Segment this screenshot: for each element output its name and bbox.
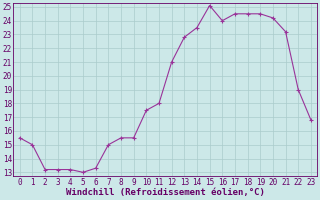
X-axis label: Windchill (Refroidissement éolien,°C): Windchill (Refroidissement éolien,°C) bbox=[66, 188, 265, 197]
